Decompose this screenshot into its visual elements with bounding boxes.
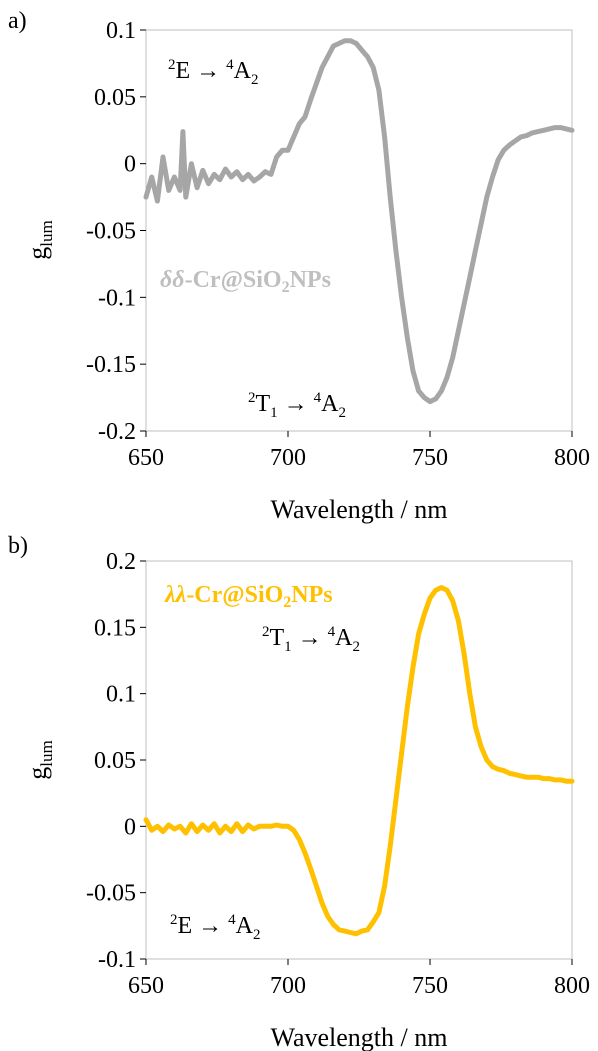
panel-a-x-tick-label: 650	[128, 445, 164, 471]
panel-b-y-tick-label: 0	[124, 814, 136, 840]
panel-b-y-tick-label: 0.2	[106, 549, 136, 575]
panel-b-x-tick-label: 650	[128, 973, 164, 999]
panel-a-annotation-2e-4a2: 2E → 4A2	[168, 57, 259, 88]
panel-b-y-tick-label: -0.05	[86, 881, 136, 907]
panel-a-series	[143, 38, 575, 405]
panel-a-plot-frame	[145, 29, 573, 432]
panel-b-x-tick-label: 700	[270, 973, 306, 999]
panel-b-label: b)	[8, 533, 28, 559]
panel-a-y-tick-label: -0.2	[98, 419, 136, 445]
panel-b-series-line	[143, 585, 575, 937]
panel-b-x-tick-label: 800	[554, 973, 590, 999]
panel-b-y-tick-label: 0.15	[94, 615, 136, 641]
panel-a-label: a)	[8, 8, 27, 34]
panel-b-plot-frame	[145, 560, 573, 960]
panel-a-series-line	[143, 38, 575, 405]
panel-a-y-tick-label: 0.05	[94, 85, 136, 111]
panel-b-x-axis-label: Wavelength / nm	[271, 1023, 448, 1051]
panel-a-y-tick-label: -0.05	[86, 219, 136, 245]
panel-a-y-tick-label: -0.1	[98, 285, 136, 311]
panel-b-annotation-2t1-4a2: 2T1 → 4A2	[262, 624, 360, 655]
panel-a-x-tick-label: 800	[554, 445, 590, 471]
panel-a-series-label: δδ-Cr@SiO2NPs	[160, 267, 331, 296]
panel-a-x-tick-label: 750	[412, 445, 448, 471]
panel-a-y-tick-label: 0.1	[106, 18, 136, 44]
panel-b-y-tick-label: 0.05	[94, 748, 136, 774]
panel-a-x-tick-label: 700	[270, 445, 306, 471]
panel-b-y-tick-label: -0.1	[98, 947, 136, 973]
panel-b-series	[143, 585, 575, 937]
panel-a-y-axis-label: glum	[23, 220, 56, 259]
panel-b-y-axis-label: glum	[23, 740, 56, 779]
panel-b-series-label: λλ-Cr@SiO2NPs	[164, 582, 333, 611]
panel-a-y-tick-label: -0.15	[86, 352, 136, 378]
panel-a-annotation-2t1-4a2: 2T1 → 4A2	[248, 390, 346, 421]
panel-b-x-tick-label: 750	[412, 973, 448, 999]
panel-a-y-tick-label: 0	[124, 152, 136, 178]
panel-b-y-tick-label: 0.1	[106, 682, 136, 708]
panel-b-annotation-2e-4a2: 2E → 4A2	[170, 912, 261, 943]
panel-a-x-axis-label: Wavelength / nm	[271, 495, 448, 524]
